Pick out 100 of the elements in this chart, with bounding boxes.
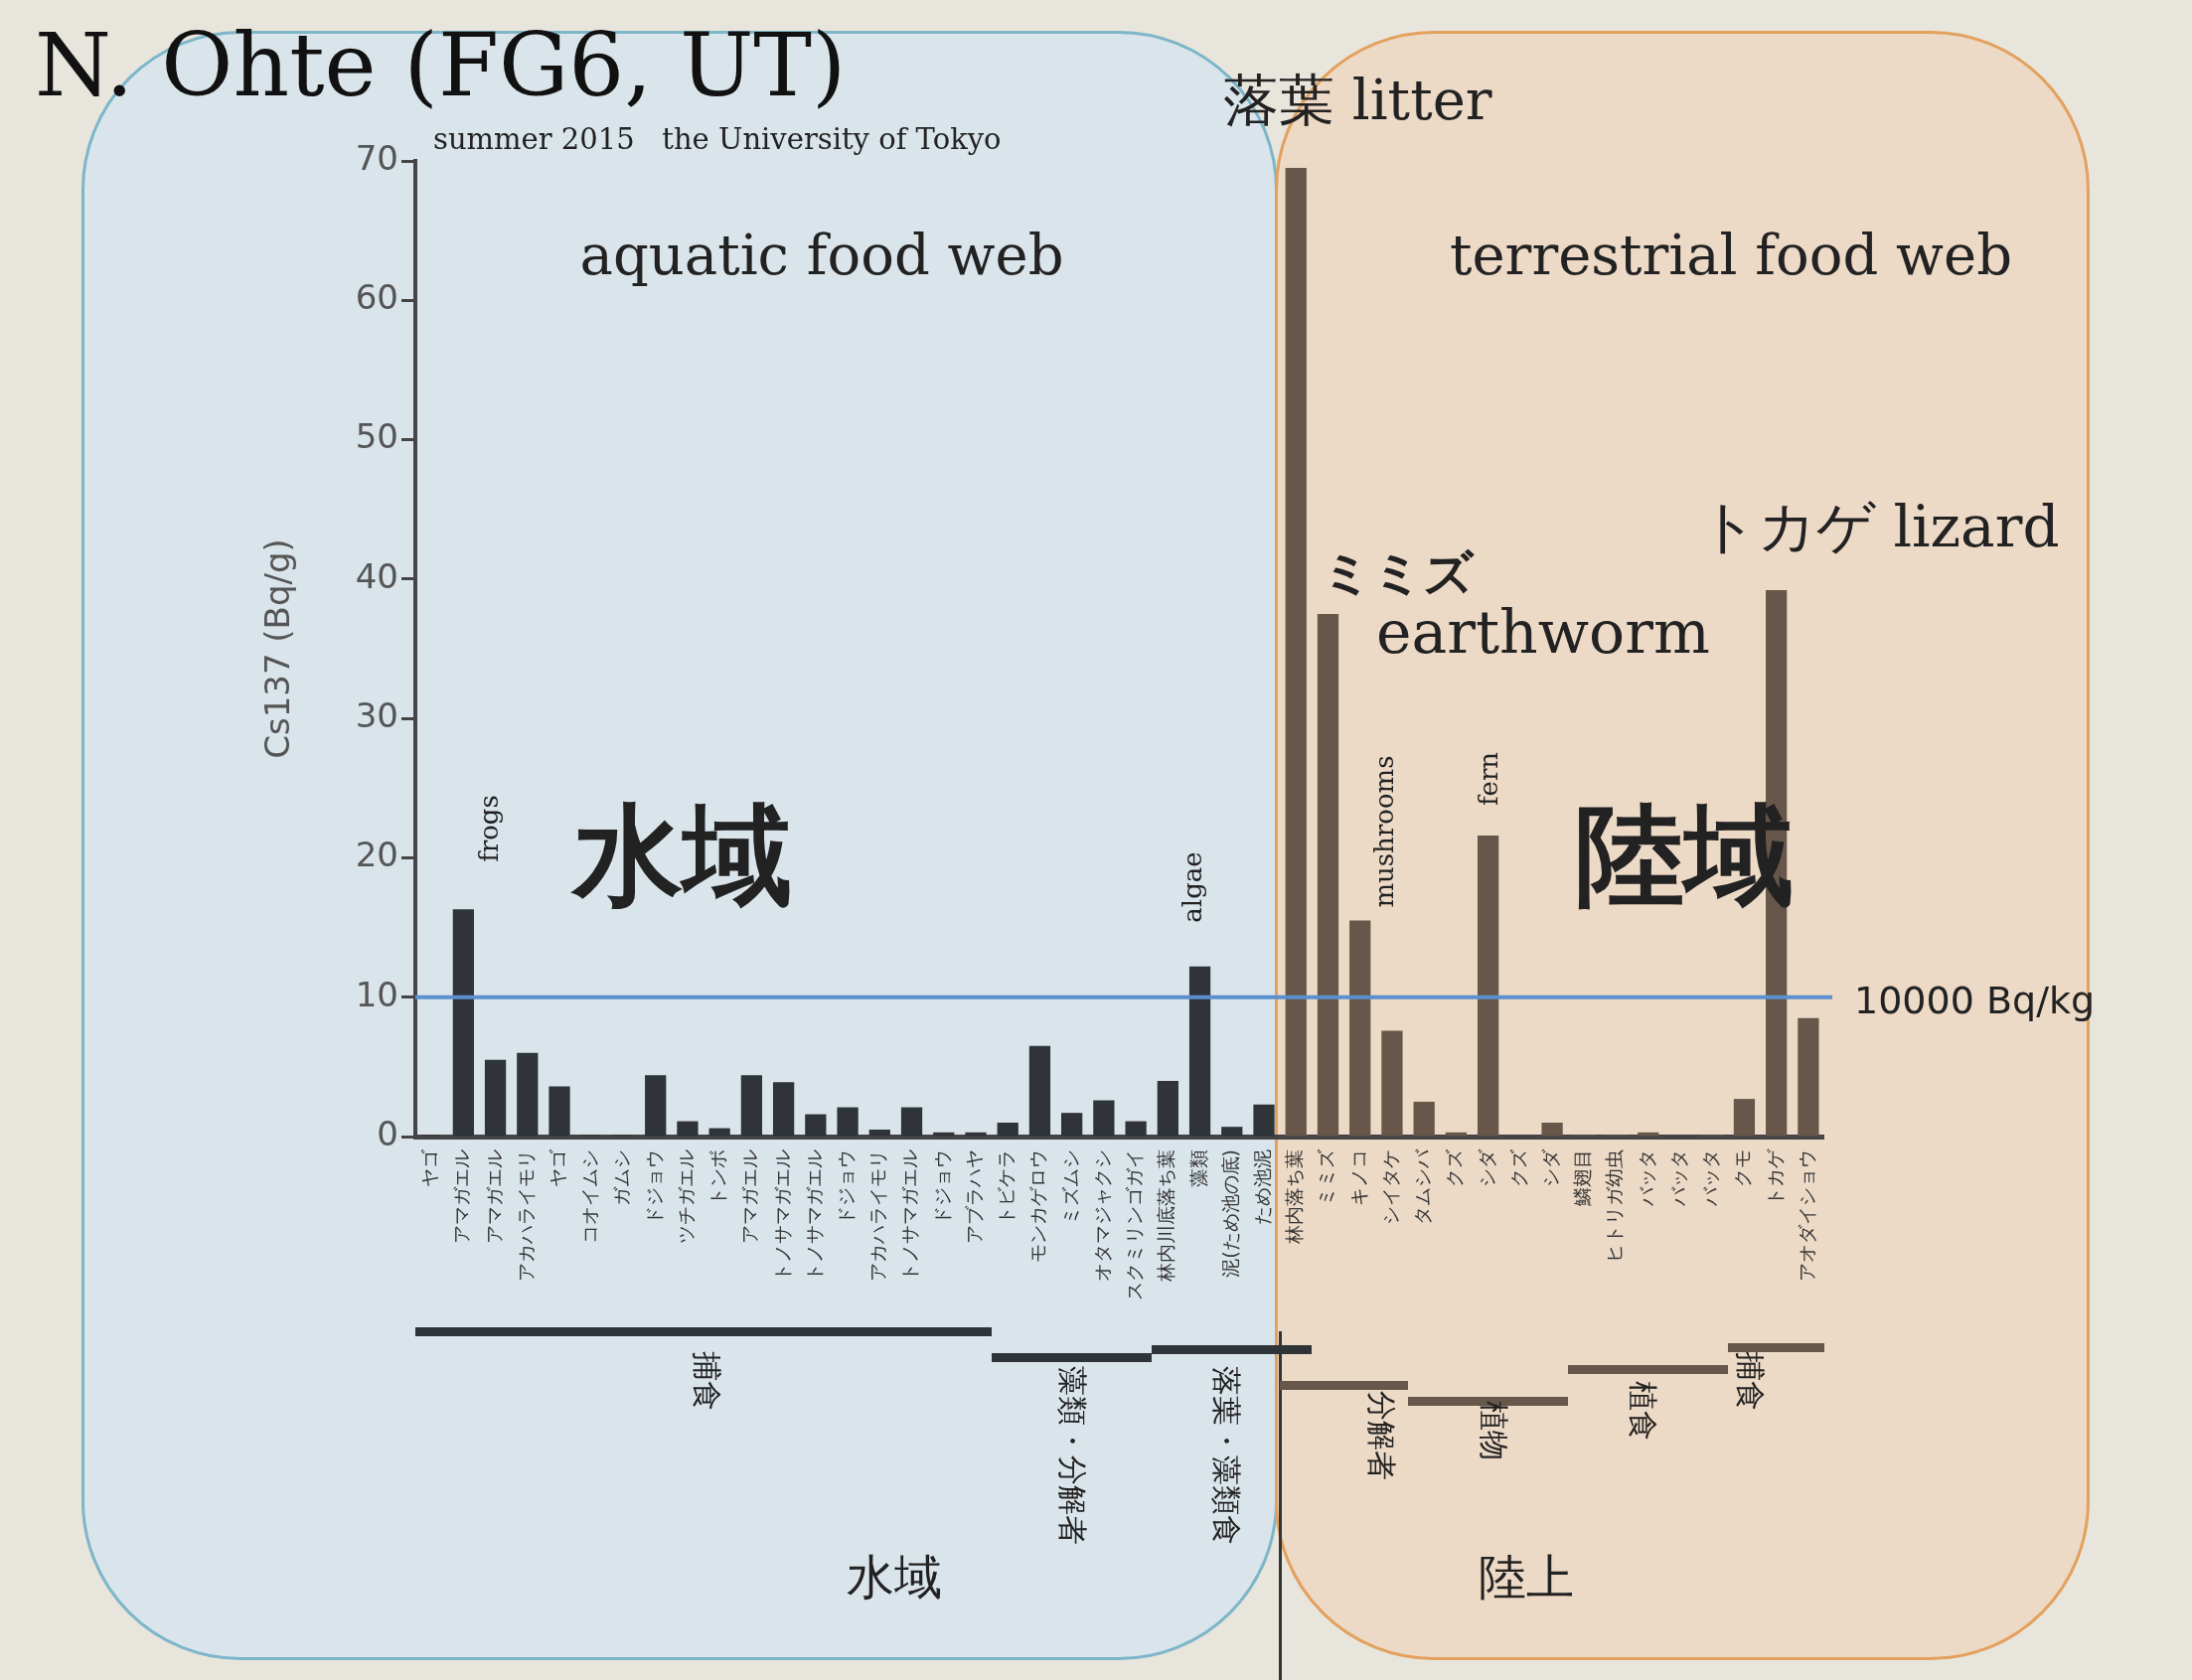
bar (805, 1114, 827, 1137)
chart-title: N. Ohte (FG6, UT) (35, 14, 847, 116)
y-axis-title: Cs137 (Bq/g) (257, 538, 298, 759)
annotation: terrestrial food web (1449, 223, 2013, 287)
x-tick-label: ドジョウ (642, 1149, 665, 1225)
y-tick-label: 0 (377, 1113, 398, 1153)
bar (517, 1052, 539, 1137)
bar (1413, 1101, 1435, 1137)
text: 植物 (1477, 1401, 1511, 1460)
x-tick-label: コオイムシ (578, 1149, 601, 1244)
bar (900, 1107, 923, 1137)
x-tick-label: ミズムシ (1058, 1149, 1081, 1225)
y-tick-label: 10 (355, 974, 398, 1014)
x-tick-label: トノサマガエル (802, 1149, 825, 1282)
bar (1061, 1113, 1083, 1137)
x-tick-label: アブラハヤ (962, 1149, 985, 1244)
x-tick-label: アオダイショウ (1795, 1149, 1817, 1282)
bar (1125, 1121, 1147, 1137)
annotation: frogs (474, 795, 504, 862)
x-tick-label: クモ (1731, 1149, 1754, 1187)
annotation: トカゲ lizard (1699, 493, 2060, 560)
x-tick-label: シダ (1539, 1148, 1562, 1187)
y-tick-label: 60 (355, 277, 398, 318)
x-tick-label: バッタ (1635, 1149, 1657, 1207)
x-tick-label: シイタケ (1378, 1149, 1401, 1225)
x-tick-label: アカハライモリ (514, 1149, 537, 1282)
x-tick-label: ドジョウ (835, 1149, 858, 1225)
bar (1349, 920, 1371, 1137)
x-tick-label: クズ (1506, 1148, 1529, 1187)
bar (965, 1132, 987, 1137)
annotation: fern (1474, 751, 1503, 807)
bar (1285, 168, 1307, 1137)
bar (1798, 1017, 1819, 1137)
y-tick-label: 50 (355, 416, 398, 457)
bar (645, 1075, 667, 1137)
x-tick-label: オタマジャクシ (1090, 1149, 1113, 1282)
x-tick-label: トビケラ (995, 1149, 1018, 1225)
bar (1733, 1099, 1756, 1137)
x-tick-label: ツチガエル (674, 1149, 697, 1244)
bar (1188, 966, 1211, 1137)
x-tick-label: バッタ (1699, 1149, 1722, 1207)
x-tick-label: 鱗翅目 (1571, 1149, 1594, 1206)
annotation: aquatic food web (579, 223, 1064, 287)
x-tick-label: アマガエル (482, 1149, 505, 1244)
x-tick-label: 藻類 (1186, 1149, 1209, 1187)
x-tick-label: トノサマガエル (898, 1149, 921, 1282)
bar (1093, 1100, 1115, 1137)
x-tick-label: モンカゲロウ (1026, 1149, 1049, 1263)
x-tick-label: スクミリンゴガイ (1123, 1149, 1146, 1300)
x-tick-label: バッタ (1666, 1149, 1689, 1207)
y-tick-label: 70 (355, 137, 398, 178)
x-tick-label: ヒトリガ幼虫 (1603, 1149, 1626, 1263)
bar (1445, 1132, 1468, 1137)
y-tick-label: 30 (355, 694, 398, 735)
chart-subtitle: summer 2015 the University of Tokyo (433, 122, 1002, 156)
bar (1028, 1045, 1051, 1137)
text: 捕食 (1733, 1351, 1768, 1411)
text: 落葉 litter (1223, 68, 1492, 132)
ref-line-label: 10000 Bq/kg (1854, 978, 2096, 1022)
bar (708, 1128, 730, 1137)
x-tick-label: タムシバ (1411, 1148, 1434, 1225)
x-tick-label: 泥(ため池の底) (1218, 1149, 1241, 1278)
bar (772, 1082, 795, 1137)
x-tick-label: ドジョウ (930, 1149, 953, 1225)
bar (1157, 1080, 1178, 1137)
text: 植食 (1626, 1381, 1660, 1441)
x-tick-label: クズ (1443, 1148, 1466, 1187)
x-tick-label: トノサマガエル (770, 1149, 793, 1282)
x-tick-label: アマガエル (738, 1149, 761, 1244)
y-tick-label: 20 (355, 835, 398, 875)
annotation: mushrooms (1369, 755, 1399, 908)
bar (1221, 1127, 1243, 1137)
x-tick-label: キノコ (1346, 1149, 1369, 1206)
bar (740, 1075, 763, 1137)
x-tick-label: 林内川底落ち葉 (1155, 1149, 1177, 1283)
x-tick-label: アカハライモリ (866, 1149, 889, 1282)
bar (868, 1129, 890, 1137)
x-tick-label: ミミズ (1315, 1148, 1337, 1206)
bar (837, 1107, 859, 1137)
text: 水域 (847, 1549, 942, 1604)
text: 陸上 (1479, 1549, 1574, 1604)
x-tick-label: ヤゴ (546, 1148, 568, 1187)
x-tick-label: トカゲ (1763, 1148, 1786, 1206)
bar (1541, 1122, 1563, 1137)
x-tick-label: アマガエル (450, 1149, 473, 1244)
text: 落葉・藻類食 (1209, 1366, 1244, 1545)
bar (933, 1132, 955, 1137)
text: 捕食 (690, 1351, 724, 1411)
text: 藻類・分解者 (1055, 1366, 1090, 1545)
bar (677, 1121, 699, 1137)
bar (1253, 1104, 1275, 1137)
text: 分解者 (1364, 1391, 1399, 1480)
x-tick-label: トンボ (706, 1149, 729, 1206)
bar (1638, 1132, 1659, 1137)
bar (1477, 835, 1499, 1137)
bar (1317, 613, 1339, 1137)
bar (548, 1086, 570, 1137)
x-tick-label: ガムシ (610, 1149, 633, 1206)
x-tick-label: シダ (1475, 1148, 1497, 1187)
bar (997, 1122, 1018, 1137)
